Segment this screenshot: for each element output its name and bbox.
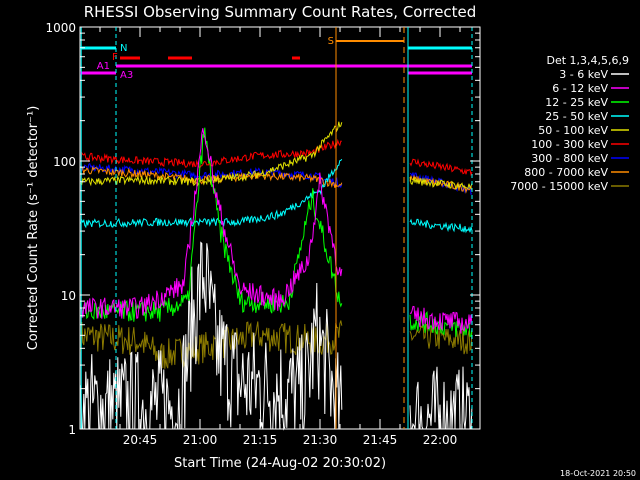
flag-label: A3 [120,70,133,81]
flag-label: A1 [97,61,110,72]
plot-area: N S FA1 A3 20:45 21:00 21:15 21:30 21:45 22:00 1 1… [45,21,481,447]
x-tick-label: 20:45 [123,433,158,447]
y-axis-label: Corrected Count Rate (s⁻¹ detector⁻¹) [26,106,41,351]
legend-entry-label: 7000 - 15000 keV [510,180,608,193]
x-tick-label: 21:45 [363,433,398,447]
legend-entry-label: 12 - 25 keV [545,96,608,109]
series-line-5 [409,176,473,190]
x-tick-label: 21:30 [303,433,338,447]
y-tick-label: 1 [68,423,76,437]
series-line-4 [409,218,473,234]
series-line-3 [80,127,343,322]
series-line-9 [80,320,343,369]
plot-frame [79,26,481,430]
series-line-1 [80,241,343,431]
series-line-2 [80,128,343,319]
x-tick-label: 21:15 [243,433,278,447]
y-tick-label: 1000 [45,21,76,35]
legend-title: Det 1,3,4,5,6,9 [546,54,629,67]
flag-label: S [328,36,334,47]
y-tick-label: 10 [61,289,76,303]
flag-label: F [112,52,118,63]
flag-label: N [120,43,127,54]
timestamp: 18-Oct-2021 20:50 [560,469,636,478]
chart-title: RHESSI Observing Summary Count Rates, Co… [84,3,477,21]
legend-entry-label: 50 - 100 keV [538,124,608,137]
legend-entry-label: 25 - 50 keV [545,110,608,123]
legend-entry-label: 6 - 12 keV [552,82,608,95]
x-tick-label: 22:00 [423,433,458,447]
x-axis-label: Start Time (24-Aug-02 20:30:02) [174,456,386,471]
legend-entry-label: 800 - 7000 keV [524,166,608,179]
legend-entry-label: 100 - 300 keV [531,138,608,151]
y-tick-label: 100 [53,155,76,169]
series-line-6 [409,158,473,177]
series-line-1 [409,366,473,430]
legend-entry-label: 300 - 800 keV [531,152,608,165]
x-tick-label: 21:00 [183,433,218,447]
series-line-2 [409,305,473,334]
series-line-4 [80,158,343,229]
legend-entry-label: 3 - 6 keV [559,68,608,81]
series-line-6 [80,138,342,169]
